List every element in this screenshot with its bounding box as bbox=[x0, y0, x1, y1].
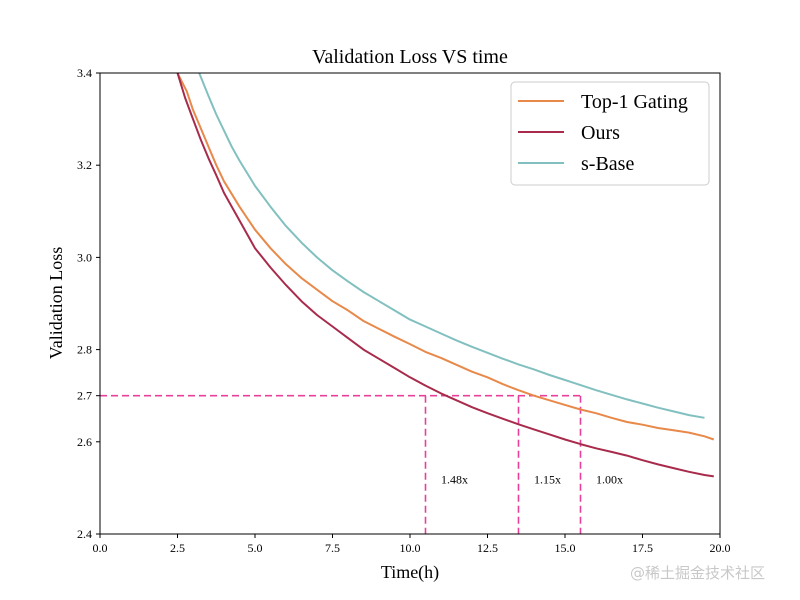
x-tick-label: 0.0 bbox=[93, 541, 108, 555]
y-tick-label: 2.6 bbox=[77, 435, 92, 449]
annotations: 1.48x 1.15x 1.00x bbox=[441, 472, 623, 486]
speedup-annotation: 1.15x bbox=[534, 472, 561, 486]
chart-title: Validation Loss VS time bbox=[312, 46, 508, 68]
watermark-text: @稀土掘金技术社区 bbox=[630, 564, 766, 582]
y-tick-label: 3.0 bbox=[77, 250, 92, 264]
reference-lines bbox=[100, 394, 582, 534]
series-line-ours bbox=[176, 73, 714, 478]
axis-ticks: 0.0 2.5 5.0 7.5 10.0 12.5 15.0 17.5 20.0 2.4 2.6 2.… bbox=[77, 66, 731, 555]
speedup-annotation: 1.00x bbox=[596, 472, 623, 486]
legend-label-ours: Ours bbox=[581, 122, 620, 144]
y-axis-label: Validation Loss bbox=[46, 247, 66, 360]
x-tick-label: 20.0 bbox=[710, 541, 731, 555]
y-tick-label: 2.4 bbox=[77, 527, 92, 541]
x-tick-label: 7.5 bbox=[325, 541, 340, 555]
y-tick-label: 2.7 bbox=[77, 389, 92, 403]
legend-label-top-1-gating: Top-1 Gating bbox=[581, 91, 688, 113]
x-tick-label: 15.0 bbox=[555, 541, 576, 555]
legend-box bbox=[510, 81, 710, 186]
legend-label-s-base: s-Base bbox=[581, 153, 634, 175]
speedup-annotation: 1.48x bbox=[441, 472, 468, 486]
series-line-top-1-gating bbox=[176, 73, 715, 441]
y-tick-label: 3.4 bbox=[77, 66, 92, 80]
x-tick-label: 2.5 bbox=[170, 541, 185, 555]
y-tick-label: 2.8 bbox=[77, 343, 92, 357]
x-tick-label: 17.5 bbox=[632, 541, 653, 555]
series-lines bbox=[176, 73, 715, 478]
x-tick-label: 12.5 bbox=[477, 541, 498, 555]
plot-frame bbox=[99, 72, 721, 535]
series-line-s-base bbox=[198, 73, 705, 419]
x-tick-label: 10.0 bbox=[400, 541, 421, 555]
x-tick-label: 5.0 bbox=[248, 541, 263, 555]
x-axis-label: Time(h) bbox=[381, 562, 439, 583]
legend: Top-1 Gating Ours s-Base bbox=[510, 81, 710, 186]
y-tick-label: 3.2 bbox=[77, 158, 92, 172]
